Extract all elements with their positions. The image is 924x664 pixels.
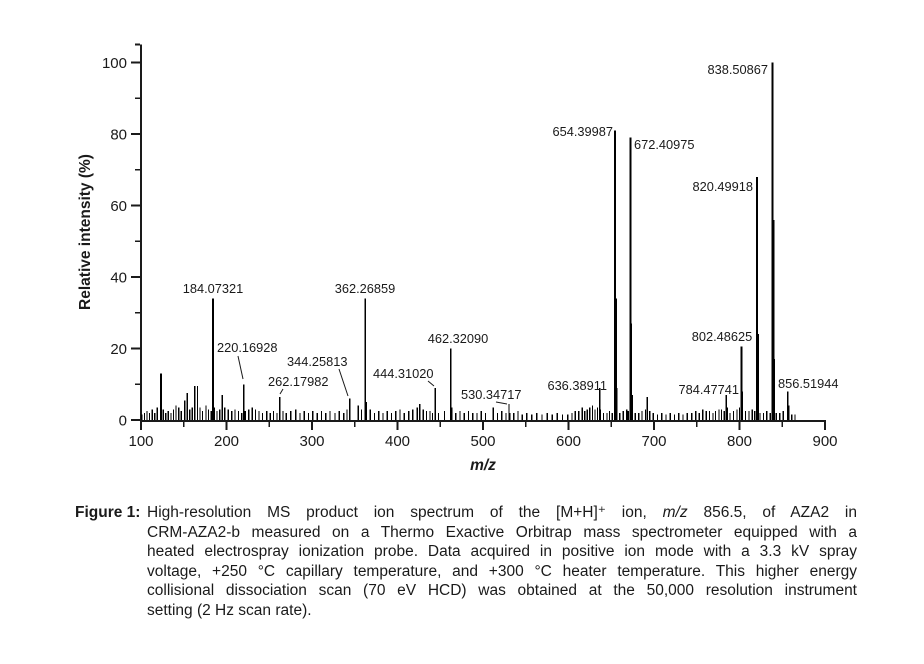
peak-label: 262.17982 — [268, 374, 329, 389]
x-tick-label: 100 — [128, 433, 153, 450]
x-axis — [140, 420, 826, 430]
y-tick-label: 60 — [110, 198, 127, 215]
peak-label-leader — [495, 401, 508, 405]
y-tick-label: 20 — [110, 341, 127, 358]
figure-caption: Figure 1: High-resolution MS product ion… — [75, 503, 857, 620]
caption-line: High-resolution MS product ion spectrum … — [147, 504, 857, 521]
peak-label: 654.39987 — [553, 124, 614, 139]
y-tick-label: 0 — [119, 413, 127, 430]
x-tick-labels: 100 200 300 400 500 600 700 800 900 — [128, 433, 837, 450]
peak-label-leader — [279, 388, 284, 395]
y-tick-label: 40 — [110, 270, 127, 287]
figure-caption-label: Figure 1: — [75, 504, 141, 521]
peak-labels: 184.07321 220.16928 262.17982 344.25813 362.… — [183, 62, 839, 405]
peak-label: 820.49918 — [693, 179, 754, 194]
x-tick-label: 300 — [299, 433, 324, 450]
peak-label: 672.40975 — [634, 137, 695, 152]
peak-label-leader — [338, 368, 349, 397]
peak-label-leader — [427, 380, 435, 387]
caption-line: setting (2 Hz scan rate). — [147, 601, 312, 619]
peak-label: 462.32090 — [428, 331, 489, 346]
mass-spectrum-chart: 100 200 300 400 500 600 700 800 900 0 20 40 60 80 100 m… — [77, 43, 839, 474]
peak-label: 362.26859 — [335, 281, 396, 296]
peak-label: 530.34717 — [461, 387, 522, 402]
y-axis-title: Relative intensity (%) — [77, 154, 94, 310]
peaks — [141, 62, 796, 420]
peak-label: 856.51944 — [778, 376, 839, 391]
figure-caption-text: High-resolution MS product ion spectrum … — [147, 503, 857, 620]
peak-label: 444.31020 — [373, 366, 434, 381]
peak-label: 220.16928 — [217, 340, 278, 355]
caption-line: collisional dissociation scan (70 eV HCD… — [147, 582, 857, 599]
peak-label-leader — [237, 355, 244, 380]
x-axis-title: m/z — [470, 457, 496, 474]
peak-label: 838.50867 — [708, 62, 769, 77]
x-tick-label: 200 — [214, 433, 239, 450]
y-tick-label: 100 — [102, 55, 127, 72]
peak-label: 636.38911 — [547, 378, 607, 393]
x-tick-label: 600 — [556, 433, 581, 450]
peak-label: 784.47741 — [679, 382, 740, 397]
caption-line: heated electrospray ionization probe. Da… — [147, 543, 857, 560]
peak-label: 344.25813 — [287, 354, 348, 369]
x-tick-label: 400 — [385, 433, 410, 450]
x-tick-label: 800 — [727, 433, 752, 450]
x-tick-label: 900 — [812, 433, 837, 450]
peak-label: 184.07321 — [183, 281, 244, 296]
peak-label: 802.48625 — [692, 329, 753, 344]
caption-line: CRM-AZA2-b measured on a Thermo Exactive… — [147, 523, 857, 541]
y-tick-label: 80 — [110, 127, 127, 144]
x-tick-label: 500 — [470, 433, 495, 450]
x-tick-label: 700 — [641, 433, 666, 450]
caption-line: voltage, +250 °C capillary temperature, … — [147, 562, 857, 580]
y-axis — [131, 43, 142, 421]
y-tick-labels: 0 20 40 60 80 100 — [102, 55, 127, 430]
